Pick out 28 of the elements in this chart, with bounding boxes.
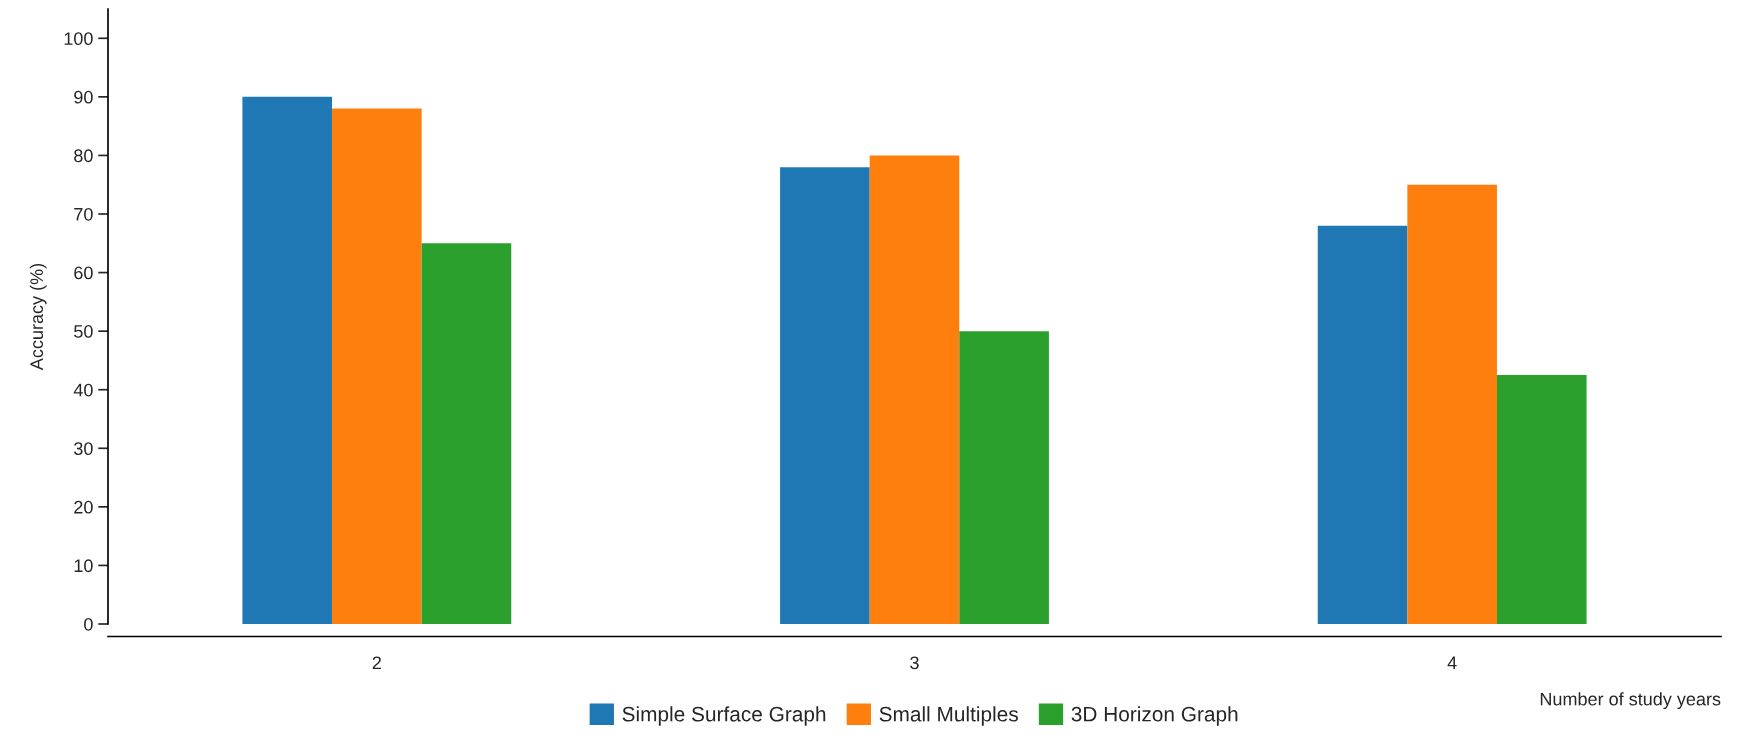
bar — [1496, 375, 1587, 624]
y-tick-label: 0 — [84, 617, 93, 631]
y-axis-title: Accuracy (%) — [29, 263, 47, 371]
legend-label: 3D Horizon Graph — [1071, 706, 1238, 726]
x-tick-label: 4 — [1447, 656, 1457, 670]
x-axis-title: Number of study years — [1540, 692, 1721, 710]
bar — [1317, 225, 1408, 624]
bar — [421, 243, 512, 624]
bar — [959, 331, 1049, 624]
y-tick-label: 50 — [74, 325, 93, 338]
y-tick-label: 60 — [74, 266, 93, 280]
legend-label: Small Multiples — [879, 706, 1018, 726]
legend-label: Simple Surface Graph — [622, 706, 826, 726]
bar — [1407, 184, 1497, 624]
y-tick-label: 90 — [74, 90, 93, 104]
y-tick-label: 70 — [74, 207, 93, 221]
y-tick-label: 80 — [74, 149, 93, 163]
y-tick-label: 30 — [74, 442, 93, 456]
y-tick-label: 20 — [74, 500, 93, 514]
bar — [780, 167, 870, 624]
y-tick-label: 100 — [64, 32, 93, 46]
x-tick-label: 3 — [910, 656, 919, 670]
bar — [869, 155, 960, 624]
x-tick-label: 2 — [372, 656, 381, 670]
y-tick-label: 10 — [74, 559, 93, 573]
bar — [242, 96, 333, 624]
y-tick-label: 40 — [73, 383, 93, 397]
bar — [332, 108, 422, 624]
